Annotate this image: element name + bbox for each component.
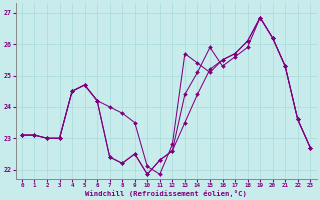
X-axis label: Windchill (Refroidissement éolien,°C): Windchill (Refroidissement éolien,°C) <box>85 190 247 197</box>
